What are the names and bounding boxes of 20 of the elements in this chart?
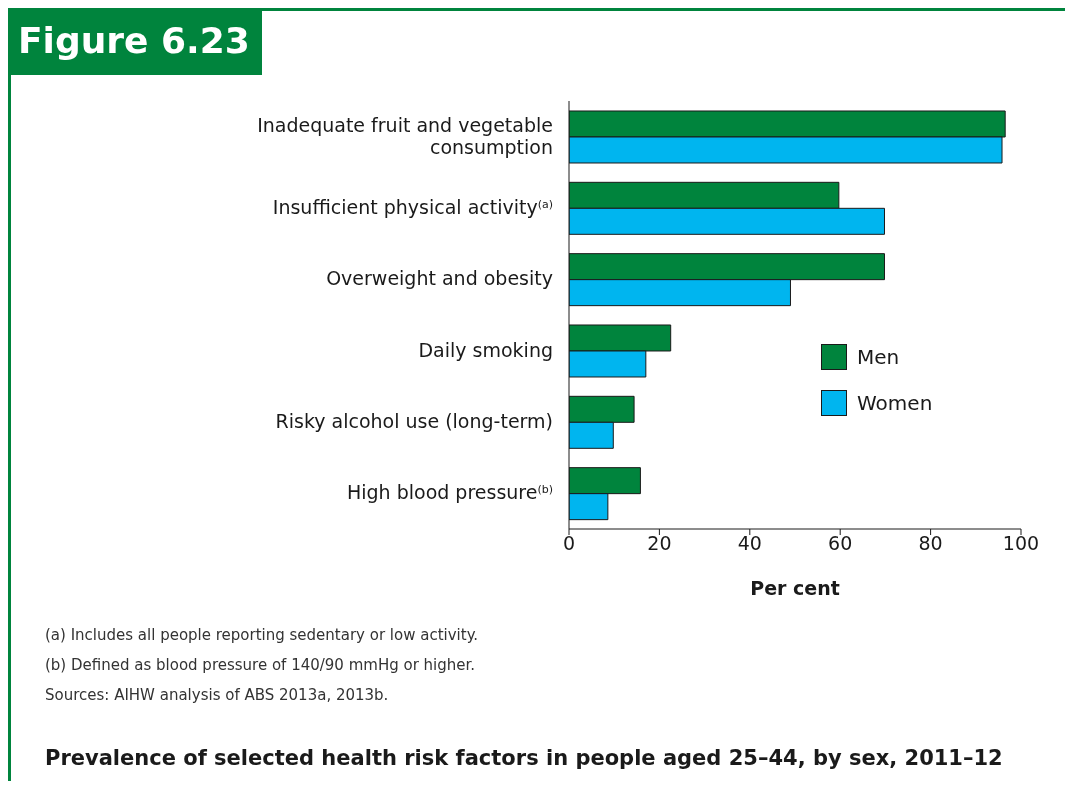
y-tick-label: Overweight and obesity [326,267,553,290]
source-note: Sources: AIHW analysis of ABS 2013a, 2013b. [45,686,390,704]
x-tick-label: 20 [647,532,672,555]
y-tick-label: Daily smoking [418,338,553,361]
y-tick-label: Insufficient physical activity$^{(a)}$ [272,196,553,218]
x-tick-label: 0 [562,532,576,555]
x-axis-title: Per cent [750,577,840,599]
x-tick-label: 100 [1002,532,1040,555]
y-tick-label: Inadequate fruit and vegetable consumption [257,113,553,158]
text: Prevalence of selected health risk factors in people aged 25–44, by sex, 2011–12 [45,746,1003,770]
x-tick-label: 80 [918,532,943,555]
legend-label: Women [857,391,933,415]
text: (b) Defined as blood pressure of 140/90 mmHg or higher. [45,656,477,674]
y-tick-label: High blood pressure$^{(b)}$ [346,481,553,504]
y-tick-label: Risky alcohol use (long-term) [275,410,553,432]
text: Figure 6.23 [8,11,262,75]
legend-label: Men [857,345,900,369]
text: (a) Includes all people reporting sedentary or low activity. [45,626,479,644]
x-tick-label: 40 [737,532,762,555]
x-tick-label: 60 [828,532,853,555]
